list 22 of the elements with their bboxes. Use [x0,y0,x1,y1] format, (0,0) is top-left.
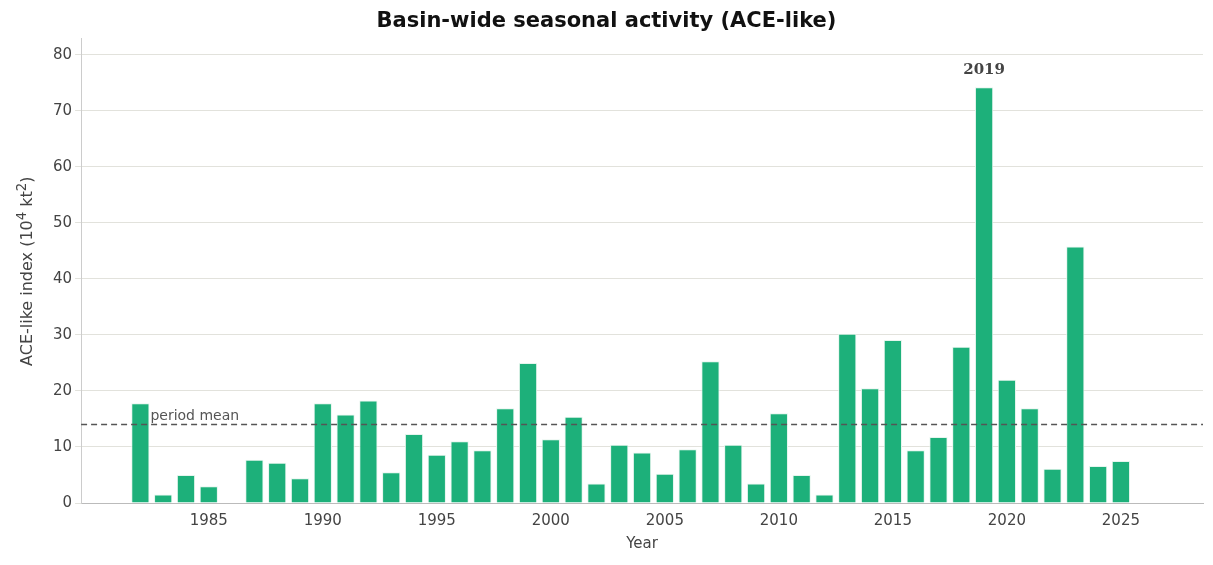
x-tick-label: 2010 [759,510,798,529]
y-tick-label: 60 [52,156,73,175]
ref-line-label: period mean [150,407,240,424]
x-tick-label: 2000 [531,510,570,529]
x-tick-label: 2020 [987,510,1026,529]
y-tick-label: 20 [52,380,73,399]
x-tick-label: 1995 [417,510,456,529]
chart-title: Basin-wide seasonal activity (ACE-like) [375,8,838,32]
x-tick-label: 1990 [303,510,342,529]
y-tick-label: 40 [52,268,73,287]
y-tick-label: 70 [52,100,73,119]
y-tick-label: 10 [52,436,73,455]
x-axis-title: Year [625,533,659,552]
annotation: 2019 [963,59,1005,78]
y-tick-label: 50 [52,212,73,231]
x-tick-label: 2025 [1101,510,1140,529]
y-tick-label: 80 [52,44,73,63]
y-tick-label: 30 [52,324,73,343]
x-tick-label: 2015 [873,510,912,529]
y-tick-label: 0 [62,492,73,511]
x-tick-label: 2005 [645,510,684,529]
x-tick-label: 1985 [189,510,228,529]
